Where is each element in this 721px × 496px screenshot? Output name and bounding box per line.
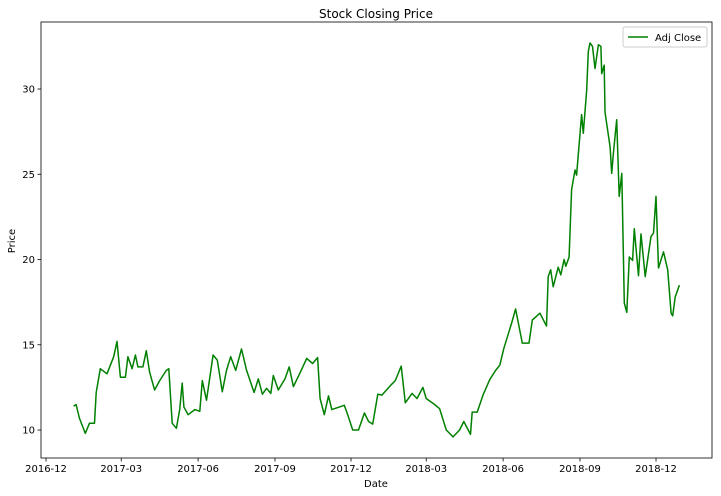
x-tick-label: 2017-03 [100, 464, 142, 475]
y-axis-label: Price [7, 229, 18, 253]
legend: Adj Close [622, 26, 708, 48]
y-tick-label: 30 [22, 85, 35, 96]
x-tick-label: 2018-12 [635, 464, 677, 475]
x-tick-label: 2017-06 [177, 464, 219, 475]
x-axis-label: Date [364, 479, 388, 490]
x-tick-label: 2017-09 [254, 464, 296, 475]
legend-label: Adj Close [655, 33, 701, 44]
x-tick-label: 2016-12 [25, 464, 67, 475]
x-tick-label: 2018-03 [405, 464, 447, 475]
y-tick-label: 20 [22, 255, 35, 266]
y-axis-ticks: 10 15 20 25 30 [22, 85, 41, 437]
series-line-adj-close [73, 42, 681, 438]
legend-box [622, 26, 708, 48]
chart-title: Stock Closing Price [319, 7, 433, 21]
y-tick-label: 15 [22, 340, 35, 351]
plot-frame [40, 21, 713, 459]
y-tick-label: 25 [22, 170, 35, 181]
x-axis-ticks: 2016-12 2017-03 2017-06 2017-09 2017-12 2018-… [25, 458, 677, 475]
y-tick-label: 10 [22, 426, 35, 437]
x-tick-label: 2017-12 [330, 464, 372, 475]
series-lines [73, 42, 681, 438]
x-tick-label: 2018-06 [482, 464, 524, 475]
x-tick-label: 2018-09 [559, 464, 601, 475]
